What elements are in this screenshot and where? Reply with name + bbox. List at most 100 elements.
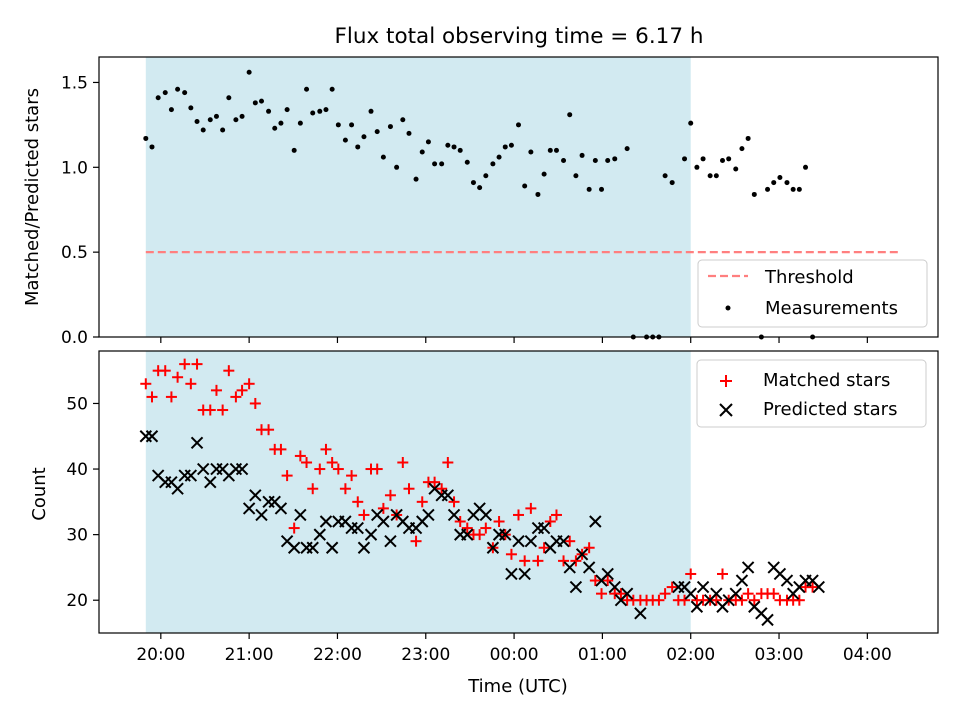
bottom-y-axis-label: Count xyxy=(29,467,50,520)
bottom-legend-box xyxy=(696,359,927,428)
x-tick-label: 02:00 xyxy=(666,645,715,665)
matched-star-point xyxy=(243,378,255,390)
measurement-point xyxy=(380,154,386,160)
predicted-star-point xyxy=(461,528,474,541)
predicted-star-point xyxy=(620,587,634,600)
predicted-star-point xyxy=(197,462,210,476)
y-tick-label: 40 xyxy=(66,460,88,480)
measurement-point xyxy=(573,173,579,179)
predicted-star-point xyxy=(601,567,614,581)
measurement-point xyxy=(516,122,521,128)
matched-star-point xyxy=(768,588,780,600)
measurement-point xyxy=(266,108,272,114)
matched-star-point xyxy=(480,522,492,534)
matched-star-point xyxy=(666,581,678,593)
predicted-star-point xyxy=(422,508,435,522)
matched-star-point xyxy=(550,509,562,521)
measurement-point xyxy=(149,144,155,150)
measurement-point xyxy=(246,69,252,75)
predicted-star-point xyxy=(569,580,583,594)
matched-star-point xyxy=(742,588,754,600)
top-panel: 0.0 0.5 1.0 1.5 Matched/Predicted stars Thr… xyxy=(22,56,939,348)
measurement-point xyxy=(508,142,514,148)
predicted-star-point xyxy=(190,436,204,450)
measurement-point xyxy=(682,156,688,162)
predicted-star-point xyxy=(582,561,596,574)
matched-star-point xyxy=(532,555,544,567)
predicted-star-point xyxy=(690,600,704,613)
matched-star-point xyxy=(320,443,332,455)
measurement-point xyxy=(220,127,226,133)
matched-star-point xyxy=(558,555,570,567)
predicted-star-point xyxy=(351,521,364,535)
measurement-point xyxy=(342,137,348,143)
matched-star-point xyxy=(140,378,152,390)
measurement-point xyxy=(796,186,802,192)
measurement-point xyxy=(496,154,502,160)
matched-star-point xyxy=(179,358,191,370)
measurement-point xyxy=(586,186,592,192)
measurement-point xyxy=(528,149,534,155)
y-tick-label: 50 xyxy=(66,394,88,414)
legend-predicted-swatch xyxy=(719,403,733,417)
predicted-star-point xyxy=(235,462,249,476)
measurement-point xyxy=(143,135,149,141)
bottom-y-ticks: 20 30 40 50 xyxy=(66,394,99,611)
y-tick-label: 0.5 xyxy=(61,243,88,263)
measurement-point xyxy=(579,152,585,158)
measurement-point xyxy=(239,113,245,119)
matched-star-point xyxy=(223,365,235,377)
measurement-point xyxy=(406,130,412,136)
count-points xyxy=(139,358,825,627)
predicted-star-point xyxy=(184,469,198,482)
matched-star-point xyxy=(615,588,627,600)
top-legend-box xyxy=(697,259,928,328)
y-tick-label: 30 xyxy=(66,526,88,546)
matched-star-point xyxy=(165,391,177,403)
measurement-point xyxy=(592,158,598,164)
measurement-point xyxy=(784,180,790,186)
predicted-star-point xyxy=(735,574,749,587)
matched-star-point xyxy=(397,456,409,468)
measurement-point xyxy=(226,95,232,101)
matched-star-point xyxy=(717,568,729,580)
matched-star-point xyxy=(736,594,748,606)
x-tick-label: 03:00 xyxy=(755,645,804,665)
measurement-point xyxy=(662,173,668,179)
matched-star-point xyxy=(281,470,293,482)
matched-star-point xyxy=(416,496,428,508)
measurement-point xyxy=(439,161,445,167)
matched-star-point xyxy=(474,529,486,541)
measurement-point xyxy=(567,112,573,118)
predicted-star-point xyxy=(145,430,159,443)
measurement-point xyxy=(175,86,181,92)
legend-matched-label: Matched stars xyxy=(763,370,890,391)
y-tick-label: 1.5 xyxy=(61,73,88,93)
measurement-point xyxy=(368,108,374,114)
legend-measurements-label: Measurements xyxy=(765,298,898,319)
predicted-star-point xyxy=(524,534,538,548)
measurement-point xyxy=(349,122,355,128)
matched-star-point xyxy=(513,509,524,521)
measurement-point xyxy=(700,156,706,162)
predicted-star-point xyxy=(447,508,461,522)
bottom-x-ticks: 20:00 21:00 22:00 23:00 00:00 01:00 02:00 03:00… xyxy=(136,633,892,665)
predicted-star-point xyxy=(684,587,697,600)
measurement-point xyxy=(155,95,161,101)
measurement-point xyxy=(413,176,419,182)
measurement-point xyxy=(669,180,675,186)
matched-star-point xyxy=(358,509,370,521)
predicted-star-point xyxy=(741,561,755,574)
top-x-ticks xyxy=(160,337,868,343)
measurement-point xyxy=(252,100,258,106)
measurement-point xyxy=(694,164,700,170)
predicted-star-point xyxy=(634,607,647,620)
predicted-star-point xyxy=(729,587,742,600)
predicted-star-point xyxy=(589,515,602,528)
matched-star-point xyxy=(249,397,261,409)
predicted-star-point xyxy=(364,528,378,541)
predicted-star-point xyxy=(441,489,455,502)
measurement-point xyxy=(317,108,323,114)
x-tick-label: 23:00 xyxy=(401,645,450,665)
matched-star-point xyxy=(204,404,216,416)
